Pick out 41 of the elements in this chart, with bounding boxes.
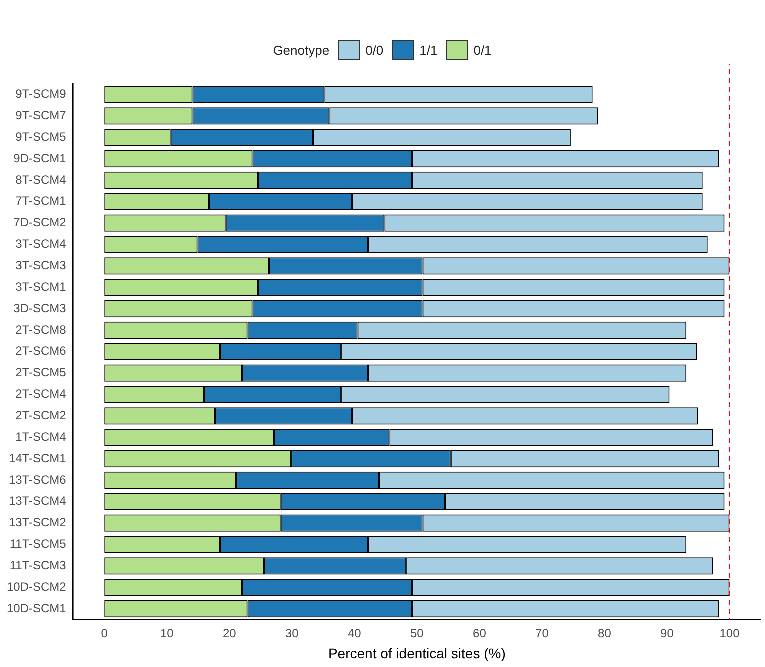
- y-tick-label: 7D-SCM2: [14, 216, 67, 230]
- y-tick-label: 3T-SCM3: [16, 258, 67, 272]
- x-tick-label: 30: [285, 626, 300, 640]
- legend-label: 1/1: [420, 42, 438, 58]
- x-tick-label: 70: [536, 626, 550, 640]
- y-tick-label: 2T-SCM6: [16, 344, 67, 358]
- y-tick-label: 1T-SCM4: [16, 430, 67, 444]
- x-tick-label: 50: [410, 626, 424, 640]
- y-tick-label: 2T-SCM5: [16, 366, 67, 380]
- x-axis-title: Percent of identical sites (%): [328, 645, 506, 662]
- x-tick-label: 0: [101, 626, 108, 640]
- y-tick-label: 9T-SCM7: [16, 108, 67, 122]
- y-tick-label: 11T-SCM5: [10, 537, 67, 552]
- y-tick-label: 13T-SCM2: [8, 516, 67, 530]
- x-tick-label: 20: [222, 626, 237, 640]
- y-tick-label: 7T-SCM1: [16, 194, 67, 208]
- legend-title: Genotype: [273, 42, 330, 58]
- y-tick-label: 3T-SCM4: [16, 237, 67, 252]
- y-tick-label: 2T-SCM4: [16, 387, 67, 402]
- x-tick-label: 100: [720, 626, 740, 640]
- legend-label: 0/1: [474, 42, 492, 58]
- y-tick-label: 3T-SCM1: [16, 280, 67, 294]
- text: 0/0: [366, 42, 384, 58]
- y-tick-label: 8T-SCM4: [16, 172, 67, 187]
- y-tick-label: 11T-SCM3: [10, 558, 67, 573]
- x-tick-label: 60: [473, 626, 487, 640]
- y-tick-label: 13T-SCM4: [8, 494, 67, 508]
- x-tick-label: 40: [348, 626, 362, 640]
- y-tick-label: 9D-SCM1: [14, 151, 67, 166]
- x-tick-label: 90: [660, 626, 674, 640]
- y-tick-label: 2T-SCM8: [16, 322, 67, 337]
- y-tick-label: 13T-SCM6: [8, 472, 67, 487]
- y-tick-label: 3D-SCM3: [14, 301, 67, 316]
- y-tick-label: 14T-SCM1: [8, 451, 67, 466]
- x-tick-label: 10: [160, 626, 174, 640]
- y-tick-label: 10D-SCM1: [6, 601, 67, 616]
- y-tick-label: 9T-SCM5: [16, 130, 67, 144]
- y-tick-label: 9T-SCM9: [16, 87, 67, 102]
- x-tick-label: 80: [598, 626, 612, 640]
- y-tick-label: 10D-SCM2: [6, 580, 67, 594]
- y-tick-label: 2T-SCM2: [16, 408, 67, 423]
